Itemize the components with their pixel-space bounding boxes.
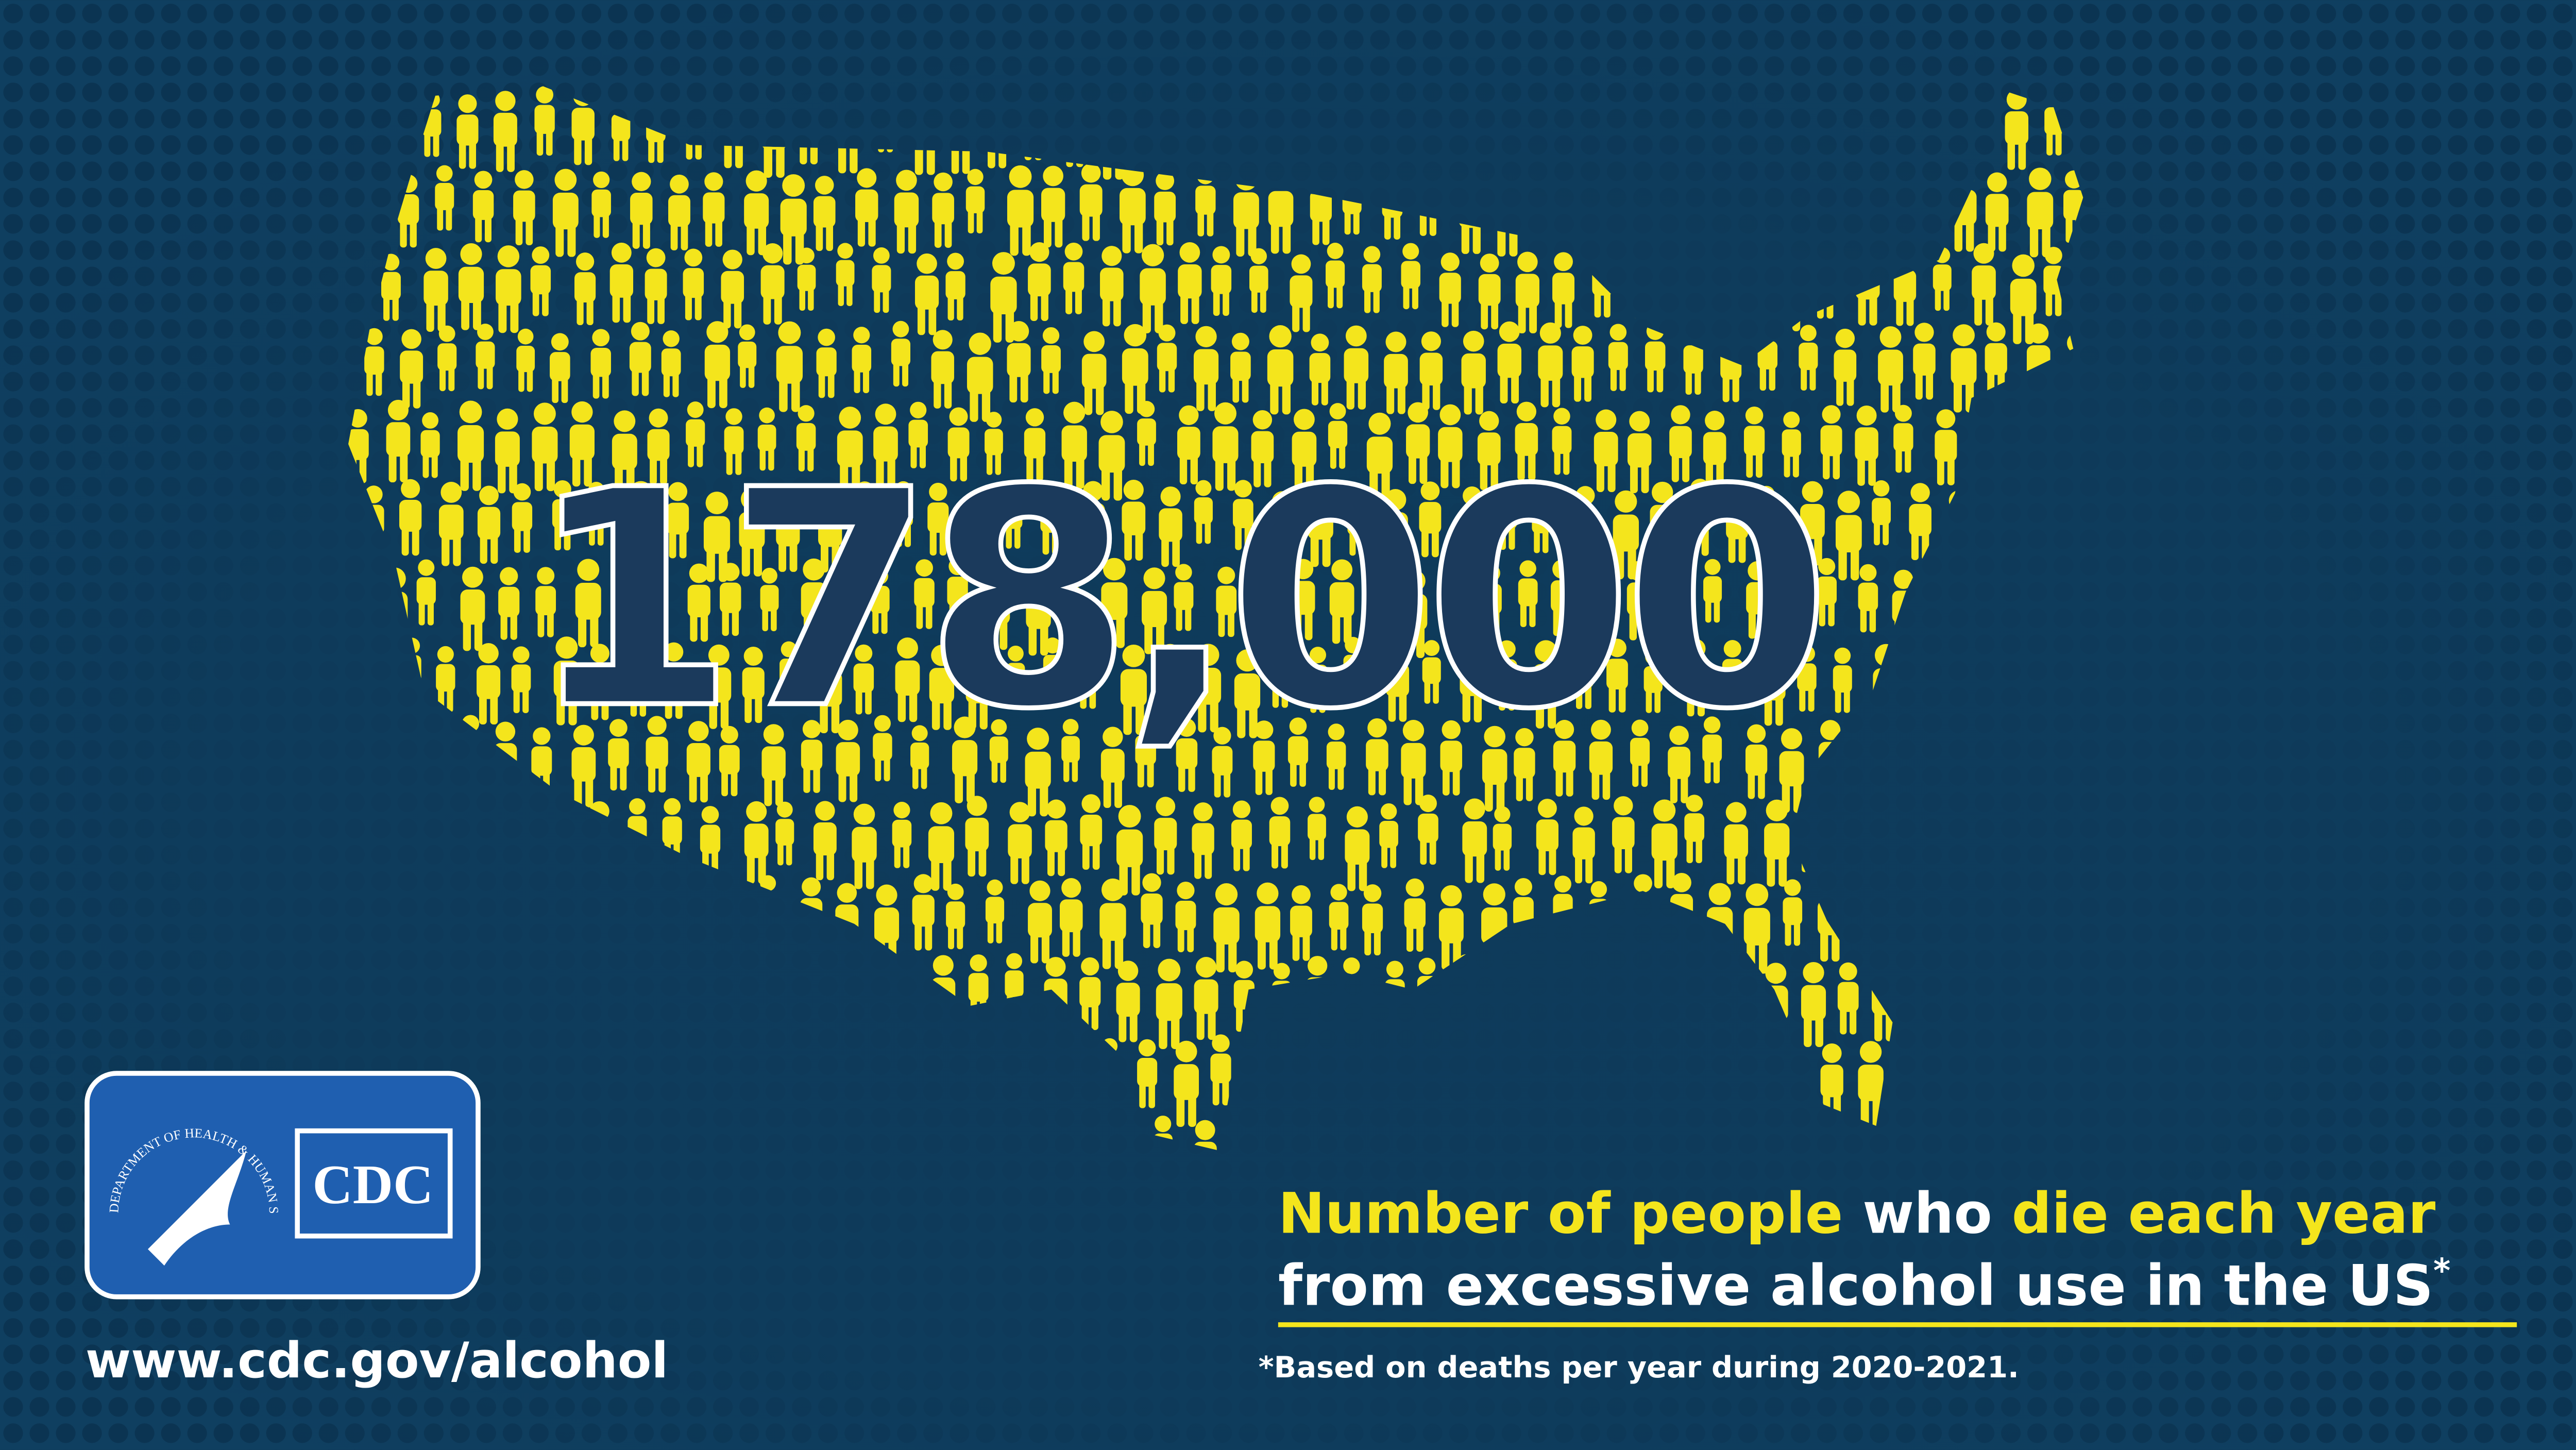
cdc-box <box>295 1128 453 1239</box>
footnote-marker: * <box>2433 1252 2450 1290</box>
caption-line-2: from excessive alcohol use in the US* <box>1278 1252 2451 1319</box>
url: www.cdc.gov/alcohol <box>86 1331 668 1389</box>
caption-part: die each year <box>2012 1181 2436 1246</box>
caption-part: who <box>1862 1181 1992 1246</box>
hhs-eagle <box>147 1150 247 1266</box>
caption-part: from excessive alcohol use in the US <box>1278 1253 2433 1319</box>
caption-part: Number of people <box>1278 1181 1843 1246</box>
caption-line-1: Number of people who die each year <box>1278 1181 2436 1246</box>
cdc-text: CDC <box>312 1154 433 1216</box>
headline-number: 178,000 <box>528 426 1821 774</box>
footnote: *Based on deaths per year during 2020-20… <box>1259 1350 2019 1385</box>
